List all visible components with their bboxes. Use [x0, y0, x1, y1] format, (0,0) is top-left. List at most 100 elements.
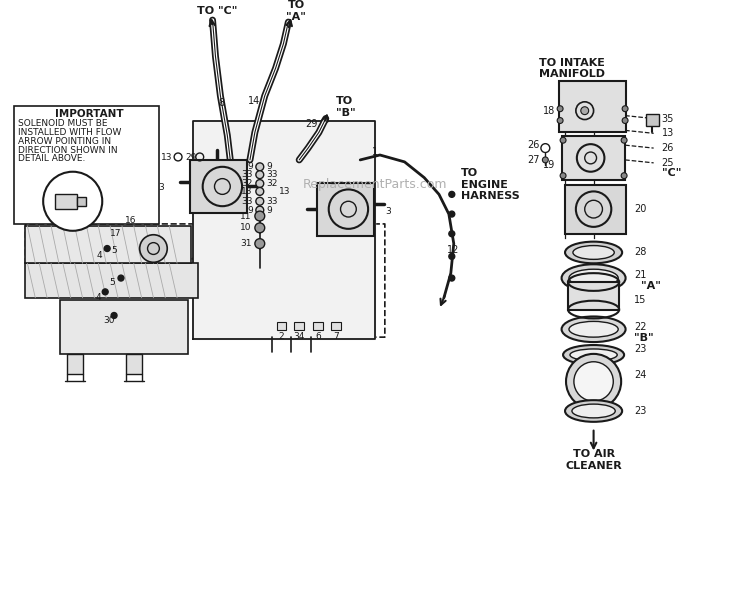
- Text: 14: 14: [248, 96, 259, 106]
- Text: TO
ENGINE
HARNESS: TO ENGINE HARNESS: [460, 168, 520, 201]
- Text: 22: 22: [634, 322, 646, 332]
- Circle shape: [111, 312, 117, 318]
- Bar: [313, 323, 322, 330]
- Text: "C": "C": [662, 168, 681, 178]
- Text: TO
"A": TO "A": [286, 1, 306, 22]
- Circle shape: [557, 118, 563, 124]
- Circle shape: [255, 239, 265, 248]
- Bar: [126, 354, 142, 374]
- Circle shape: [448, 211, 454, 217]
- Text: 28: 28: [634, 247, 646, 257]
- Text: 3: 3: [158, 183, 164, 192]
- Bar: [565, 185, 626, 234]
- Text: TO
"B": TO "B": [335, 96, 356, 118]
- Circle shape: [256, 180, 264, 188]
- Circle shape: [621, 137, 627, 143]
- Bar: [294, 323, 304, 330]
- Bar: [562, 136, 625, 180]
- Circle shape: [566, 354, 621, 409]
- Bar: [76, 197, 86, 206]
- Text: 13: 13: [242, 187, 253, 196]
- Text: 13: 13: [160, 153, 172, 162]
- Bar: [60, 300, 188, 354]
- Text: TO AIR
CLEANER: TO AIR CLEANER: [566, 449, 622, 471]
- Text: 31: 31: [241, 239, 252, 248]
- Text: 5: 5: [110, 279, 115, 288]
- Text: 26: 26: [527, 140, 539, 150]
- Circle shape: [580, 107, 589, 115]
- Text: ReplacementParts.com: ReplacementParts.com: [303, 178, 447, 191]
- Circle shape: [622, 118, 628, 124]
- Circle shape: [448, 275, 454, 281]
- Text: "B": "B": [634, 333, 653, 343]
- Bar: [646, 113, 658, 127]
- Text: TO INTAKE
MANIFOLD: TO INTAKE MANIFOLD: [539, 57, 605, 79]
- Text: 33: 33: [242, 170, 253, 179]
- Text: 33: 33: [267, 197, 278, 206]
- Text: 6: 6: [315, 332, 321, 341]
- Text: 23: 23: [634, 406, 646, 416]
- Text: 32: 32: [242, 179, 253, 188]
- Bar: [190, 160, 247, 213]
- Bar: [13, 106, 159, 224]
- Circle shape: [255, 223, 265, 233]
- Text: 13: 13: [662, 128, 674, 138]
- Circle shape: [542, 157, 548, 163]
- Circle shape: [560, 137, 566, 143]
- Text: 9: 9: [248, 162, 253, 171]
- Text: 23: 23: [634, 344, 646, 354]
- Circle shape: [256, 206, 264, 214]
- Text: 13: 13: [278, 187, 290, 196]
- Text: 4: 4: [95, 293, 101, 302]
- Bar: [26, 264, 198, 298]
- Circle shape: [256, 188, 264, 195]
- Ellipse shape: [562, 317, 626, 342]
- Text: 33: 33: [267, 170, 278, 179]
- Text: 1: 1: [372, 147, 378, 157]
- Text: SOLENOID MUST BE: SOLENOID MUST BE: [17, 119, 107, 128]
- Text: 29: 29: [185, 153, 196, 162]
- Circle shape: [574, 362, 614, 401]
- Ellipse shape: [572, 404, 615, 418]
- Circle shape: [448, 253, 454, 259]
- Ellipse shape: [569, 321, 618, 337]
- Text: 8: 8: [218, 98, 224, 108]
- Circle shape: [256, 163, 264, 171]
- Text: 19: 19: [543, 160, 555, 170]
- Circle shape: [102, 289, 108, 295]
- Circle shape: [118, 275, 124, 281]
- Bar: [277, 323, 286, 330]
- Circle shape: [255, 211, 265, 221]
- Text: 11: 11: [241, 212, 252, 221]
- Text: 25: 25: [662, 158, 674, 168]
- Ellipse shape: [565, 242, 622, 264]
- Text: 4: 4: [97, 251, 102, 260]
- Circle shape: [44, 172, 102, 231]
- Circle shape: [104, 245, 110, 251]
- Text: 27: 27: [527, 155, 539, 165]
- Text: 18: 18: [543, 106, 555, 116]
- Text: "A": "A": [640, 281, 661, 291]
- Circle shape: [448, 231, 454, 237]
- Text: 21: 21: [634, 270, 646, 280]
- Text: INSTALLED WITH FLOW: INSTALLED WITH FLOW: [17, 128, 121, 137]
- Text: 34: 34: [293, 332, 304, 341]
- Text: 35: 35: [662, 113, 674, 124]
- Circle shape: [256, 197, 264, 205]
- Text: DIRECTION SHOWN IN: DIRECTION SHOWN IN: [17, 145, 117, 154]
- Text: TO "C": TO "C": [197, 6, 238, 16]
- Polygon shape: [193, 121, 375, 339]
- Text: 15: 15: [634, 295, 646, 305]
- Text: 3: 3: [385, 207, 391, 216]
- Ellipse shape: [573, 245, 614, 259]
- Text: 33: 33: [242, 197, 253, 206]
- Text: 12: 12: [447, 245, 459, 256]
- Ellipse shape: [570, 349, 617, 361]
- Bar: [26, 226, 190, 264]
- Ellipse shape: [569, 269, 618, 287]
- Bar: [317, 183, 374, 236]
- Bar: [568, 282, 620, 309]
- Text: 26: 26: [662, 143, 674, 153]
- Text: 9: 9: [267, 206, 272, 215]
- Circle shape: [256, 171, 264, 178]
